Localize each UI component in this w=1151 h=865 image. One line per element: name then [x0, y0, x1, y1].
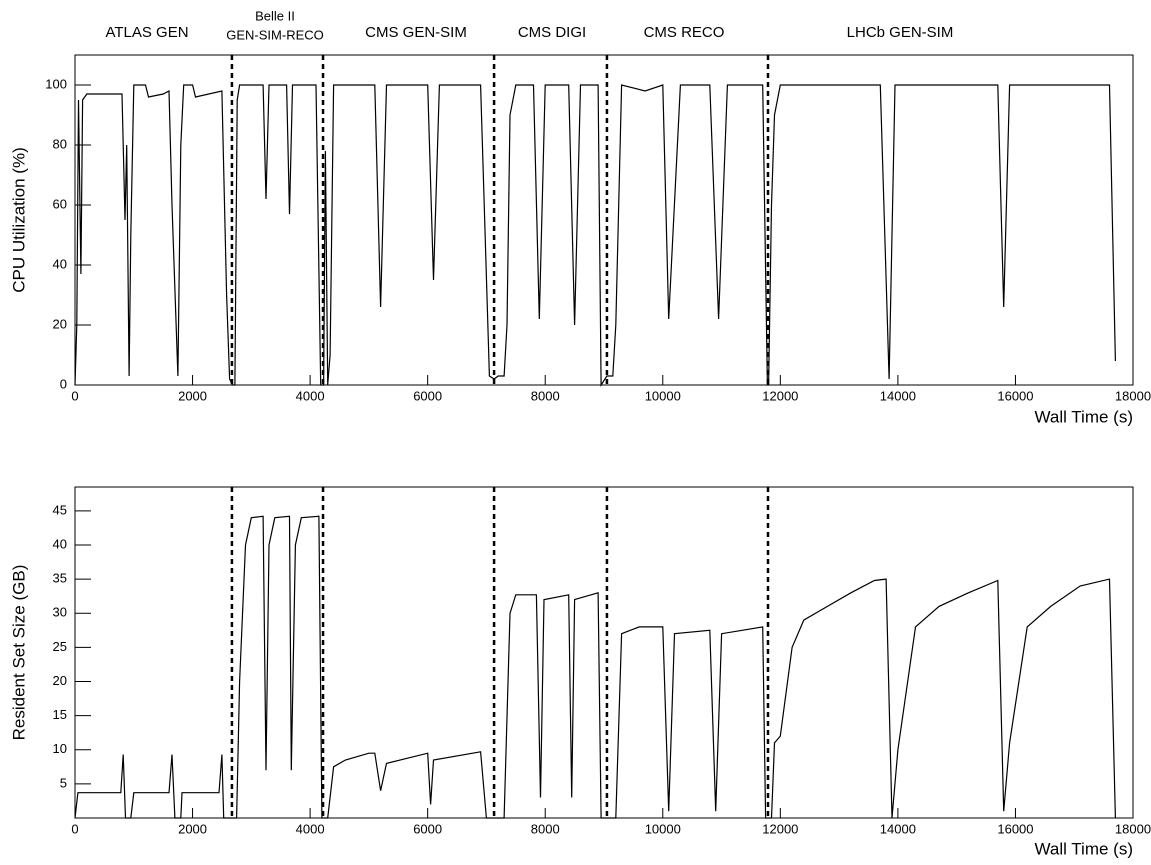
- y-axis-label: CPU Utilization (%): [9, 147, 28, 292]
- y-tick-label: 40: [53, 256, 67, 271]
- x-tick-label: 18000: [1115, 388, 1151, 403]
- x-tick-label: 6000: [413, 821, 442, 836]
- x-tick-label: 6000: [413, 388, 442, 403]
- y-tick-label: 10: [53, 741, 67, 756]
- y-tick-label: 30: [53, 605, 67, 620]
- y-tick-label: 60: [53, 196, 67, 211]
- plot-frame: [74, 486, 1134, 819]
- x-tick-label: 10000: [645, 388, 681, 403]
- y-axis-label: Resident Set Size (GB): [9, 565, 28, 741]
- y-tick-label: 20: [53, 673, 67, 688]
- x-tick-label: 14000: [880, 821, 916, 836]
- y-tick-label: 35: [53, 571, 67, 586]
- plot-frame: [74, 54, 1134, 386]
- data-line: [74, 515, 1116, 819]
- y-tick-label: 80: [53, 136, 67, 151]
- x-axis-label: Wall Time (s): [1034, 839, 1133, 858]
- y-tick-label: 5: [60, 775, 67, 790]
- y-tick-label: 45: [53, 502, 67, 517]
- x-tick-label: 0: [71, 388, 78, 403]
- section-label: CMS RECO: [644, 24, 725, 41]
- section-label: GEN-SIM-RECO: [226, 27, 324, 42]
- y-tick-label: 100: [45, 76, 67, 91]
- x-tick-label: 18000: [1115, 821, 1151, 836]
- x-tick-label: 0: [71, 821, 78, 836]
- x-tick-label: 16000: [997, 388, 1033, 403]
- section-label: CMS DIGI: [518, 24, 586, 41]
- y-tick-label: 40: [53, 536, 67, 551]
- x-tick-label: 10000: [645, 821, 681, 836]
- y-tick-label: 15: [53, 707, 67, 722]
- x-tick-label: 2000: [178, 388, 207, 403]
- y-tick-label: 0: [60, 376, 67, 391]
- section-label: CMS GEN-SIM: [365, 24, 467, 41]
- data-line: [74, 84, 1116, 388]
- x-tick-label: 4000: [296, 388, 325, 403]
- y-tick-label: 20: [53, 316, 67, 331]
- x-tick-label: 2000: [178, 821, 207, 836]
- x-tick-label: 8000: [531, 388, 560, 403]
- x-tick-label: 16000: [997, 821, 1033, 836]
- x-axis-label: Wall Time (s): [1034, 407, 1133, 426]
- y-tick-label: 25: [53, 639, 67, 654]
- section-label: LHCb GEN-SIM: [847, 24, 954, 41]
- x-tick-label: 8000: [531, 821, 560, 836]
- x-tick-label: 4000: [296, 821, 325, 836]
- x-tick-label: 12000: [762, 821, 798, 836]
- x-tick-label: 12000: [762, 388, 798, 403]
- section-label: ATLAS GEN: [105, 24, 188, 41]
- x-tick-label: 14000: [880, 388, 916, 403]
- section-label: Belle II: [255, 8, 295, 23]
